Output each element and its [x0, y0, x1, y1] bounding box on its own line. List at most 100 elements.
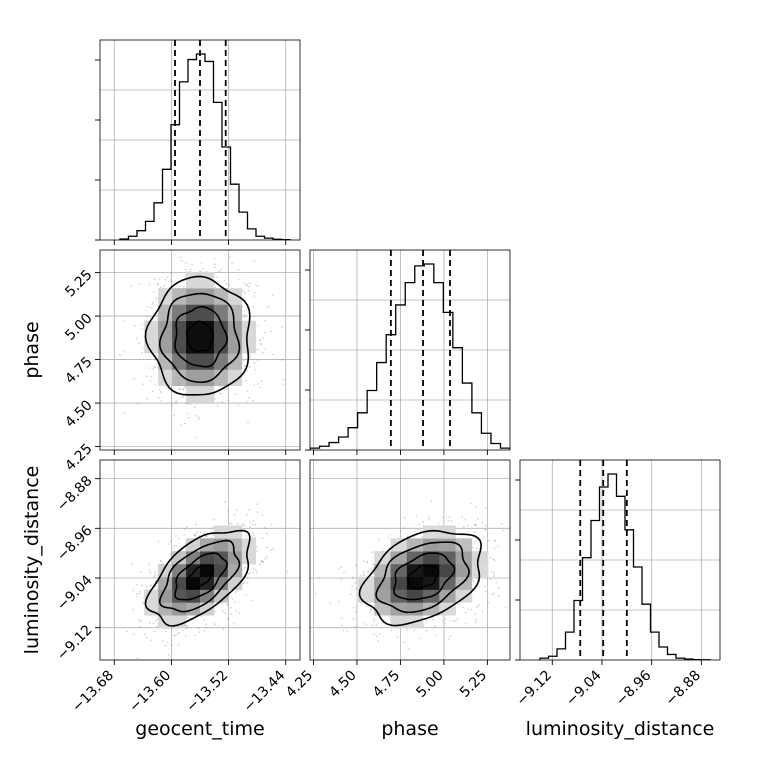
sample-point — [342, 629, 344, 632]
sample-point — [148, 569, 151, 572]
sample-point — [237, 268, 240, 271]
sample-point — [257, 324, 260, 327]
sample-point — [230, 613, 233, 616]
sample-point — [282, 378, 285, 381]
sample-point — [242, 359, 245, 362]
sample-point — [368, 611, 371, 614]
contour-1 — [174, 552, 228, 601]
sample-point — [495, 581, 498, 584]
sample-point — [516, 522, 518, 524]
sample-point — [231, 598, 234, 600]
sample-point — [153, 575, 156, 578]
sample-point — [175, 535, 177, 537]
sample-point — [159, 391, 162, 393]
sample-point — [149, 584, 152, 587]
density-bin — [186, 353, 201, 370]
density-bin — [455, 589, 473, 603]
sample-point — [191, 263, 193, 266]
sample-point — [156, 318, 158, 320]
sample-point — [214, 286, 217, 289]
sample-point — [417, 528, 420, 531]
sample-point — [369, 608, 372, 610]
sample-point — [387, 547, 390, 549]
sample-point — [493, 539, 496, 542]
sample-point — [260, 559, 263, 562]
sample-point — [247, 421, 249, 424]
sample-point — [123, 320, 126, 323]
sample-point — [170, 272, 172, 274]
sample-point — [242, 290, 245, 293]
sample-point — [264, 557, 267, 560]
sample-point — [473, 524, 476, 526]
sample-point — [491, 570, 494, 573]
sample-point — [135, 583, 138, 586]
sample-point — [367, 571, 370, 573]
sample-point — [197, 418, 200, 420]
sample-point — [256, 359, 259, 362]
sample-point — [193, 406, 196, 409]
sample-point — [261, 561, 264, 564]
density-bin — [439, 563, 456, 578]
sample-point — [256, 511, 259, 514]
sample-point — [259, 339, 262, 342]
density-bin — [158, 369, 173, 387]
sample-point — [264, 331, 266, 334]
sample-point — [484, 524, 487, 527]
sample-point — [354, 581, 357, 584]
sample-point — [186, 625, 189, 627]
sample-point — [166, 641, 169, 644]
sample-point — [133, 324, 136, 327]
sample-point — [340, 566, 342, 569]
sample-point — [261, 514, 264, 517]
contour-2 — [158, 539, 241, 613]
sample-point — [175, 544, 178, 547]
sample-point — [179, 388, 182, 391]
density-bin — [144, 336, 159, 354]
sample-point — [214, 266, 216, 269]
sample-point — [161, 639, 164, 642]
density-bin — [227, 525, 243, 539]
sample-point — [500, 523, 503, 526]
sample-point — [154, 586, 156, 589]
sample-point — [146, 397, 148, 400]
density-bin — [158, 589, 173, 603]
density-bin — [200, 288, 215, 305]
sample-point — [229, 606, 232, 609]
sample-point — [245, 535, 248, 537]
contour-3 — [144, 529, 251, 627]
sample-point — [149, 622, 152, 624]
sample-point — [367, 570, 370, 572]
sample-point — [221, 401, 224, 404]
sample-point — [181, 629, 184, 631]
sample-point — [224, 501, 227, 503]
sample-point — [256, 550, 259, 553]
sample-point — [493, 559, 496, 562]
sample-point — [164, 627, 167, 630]
sample-point — [362, 560, 365, 562]
sample-point — [243, 282, 246, 285]
sample-point — [170, 644, 173, 647]
sample-point — [195, 436, 197, 439]
sample-point — [362, 623, 365, 625]
density-bin — [406, 602, 424, 616]
sample-point — [136, 592, 138, 595]
y-tick-label-luminosity_distance: −8.88 — [54, 473, 96, 515]
sample-point — [132, 377, 135, 380]
density-bin — [471, 563, 489, 578]
sample-point — [176, 401, 179, 404]
sample-point — [447, 519, 450, 522]
density-bin — [200, 304, 215, 321]
sample-point — [474, 524, 477, 526]
sample-point — [154, 585, 157, 588]
sample-point — [152, 368, 155, 371]
density-bin — [186, 576, 201, 590]
sample-point — [222, 628, 225, 631]
sample-point — [493, 575, 495, 578]
density-bin — [439, 538, 456, 552]
sample-point — [497, 545, 499, 548]
density-bin — [241, 320, 257, 338]
x-tick-label-geocent_time: −13.44 — [241, 667, 289, 715]
sample-point — [205, 270, 208, 273]
sample-point — [421, 536, 424, 538]
